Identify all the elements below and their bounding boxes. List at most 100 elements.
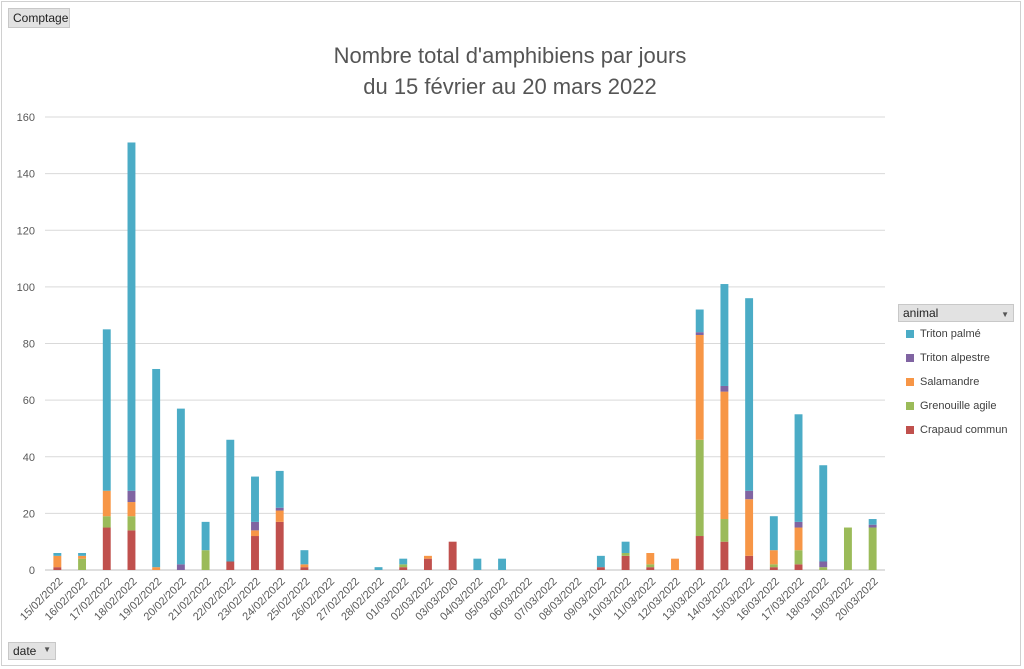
bar-segment	[53, 553, 62, 556]
bar-segment	[127, 530, 136, 570]
bar-segment	[176, 408, 185, 565]
bar-segment	[102, 527, 111, 570]
bar-segment	[78, 558, 87, 570]
dropdown-icon: ▼	[1001, 310, 1009, 319]
y-axis-ticks: 0 20 40 60 80 100 120 140 160	[17, 112, 35, 577]
bar-segment	[596, 555, 605, 568]
axis-field-label: date	[13, 644, 37, 658]
legend-field-button[interactable]: animal ▼	[898, 304, 1014, 322]
bar-segment	[127, 516, 136, 531]
legend-item: Triton alpestre	[898, 346, 1014, 370]
bar-segment	[127, 502, 136, 517]
legend-item: Triton palmé	[898, 322, 1014, 346]
bar-segment	[794, 414, 803, 522]
y-tick-label: 120	[17, 225, 35, 237]
bar-segment	[399, 558, 408, 565]
bar-segment	[843, 527, 852, 570]
bar-segment	[251, 476, 259, 522]
legend-swatch	[906, 354, 914, 362]
bar-segment	[53, 567, 62, 570]
bar-segment	[621, 555, 630, 570]
bar-segment	[300, 564, 309, 568]
legend-swatch	[906, 378, 914, 386]
bar-segment	[720, 385, 729, 392]
bar-segment	[251, 530, 259, 537]
bar-segment	[201, 550, 210, 570]
bar-segment	[671, 558, 679, 570]
bar-segment	[646, 564, 655, 568]
y-tick-label: 160	[17, 112, 35, 124]
bar-segment	[794, 521, 803, 528]
legend-swatch	[906, 330, 914, 338]
bar-segment	[275, 470, 284, 508]
bar-segment	[794, 550, 803, 565]
legend-label: Salamandre	[920, 376, 980, 388]
bar-segment	[102, 516, 111, 528]
bar-segment	[176, 564, 185, 570]
bar-segment	[300, 567, 309, 570]
bar-segment	[745, 490, 754, 500]
bar-segment	[769, 567, 778, 570]
y-tick-label: 140	[17, 169, 35, 181]
bar-segment	[251, 521, 259, 531]
bar-segment	[78, 553, 87, 556]
bar-segment	[127, 142, 136, 491]
bar-segment	[374, 567, 383, 570]
bar-segment	[275, 510, 284, 522]
bar-segment	[695, 309, 704, 333]
y-tick-label: 60	[23, 395, 35, 407]
bar-segment	[102, 490, 111, 517]
bar-segment	[127, 490, 136, 503]
bar-segment	[720, 541, 729, 570]
bar-segment	[251, 536, 259, 570]
bar-segment	[596, 567, 605, 570]
legend-swatch	[906, 402, 914, 410]
bar-segment	[769, 564, 778, 568]
value-field-label: Comptage	[13, 11, 69, 25]
bar-segment	[152, 368, 161, 568]
bar-segment	[695, 335, 704, 440]
bar-segment	[868, 527, 877, 570]
bar-segment	[226, 439, 235, 562]
bar-segment	[745, 298, 754, 491]
legend-label: Grenouille agile	[920, 400, 997, 412]
bar-segment	[78, 555, 87, 559]
bar-segment	[473, 558, 482, 570]
bar-segment	[399, 567, 408, 570]
bar-segment	[720, 391, 729, 520]
bar-segment	[819, 465, 828, 562]
bar-segment	[300, 550, 309, 565]
bar-segment	[201, 521, 210, 551]
bar-segment	[868, 519, 877, 525]
legend-item: Crapaud commun	[898, 418, 1014, 442]
value-field-button[interactable]: Comptage	[8, 8, 70, 28]
bar-segment	[769, 516, 778, 551]
x-axis-ticks: 15/02/202216/02/202217/02/202218/02/2022…	[18, 576, 881, 623]
legend-swatch	[906, 426, 914, 434]
bar-segment	[399, 564, 408, 568]
axis-field-button[interactable]: date ▼	[8, 642, 56, 660]
bar-segment	[819, 567, 828, 570]
y-tick-label: 40	[23, 452, 35, 464]
bar-segment	[720, 284, 729, 386]
bar-segment	[695, 332, 704, 336]
y-tick-label: 20	[23, 508, 35, 520]
bar-segment	[695, 439, 704, 537]
bar-segment	[745, 555, 754, 570]
chart-title: Nombre total d'amphibiens par jours du 1…	[230, 40, 790, 102]
legend-field-label: animal	[903, 306, 939, 320]
y-tick-label: 0	[29, 565, 35, 577]
bar-segment	[794, 527, 803, 551]
gridlines	[45, 116, 885, 571]
bar-segment	[646, 567, 655, 570]
bar-segment	[102, 329, 111, 491]
chart-subtitle: du 15 février au 20 mars 2022	[363, 74, 657, 99]
bar-segment	[275, 521, 284, 570]
bar-segment	[152, 567, 161, 570]
y-tick-label: 100	[17, 282, 35, 294]
dropdown-icon: ▼	[43, 645, 51, 654]
bar-segment	[720, 519, 729, 542]
bar-segment	[621, 553, 630, 556]
bar-segment	[819, 561, 828, 568]
bar-segment	[794, 564, 803, 570]
